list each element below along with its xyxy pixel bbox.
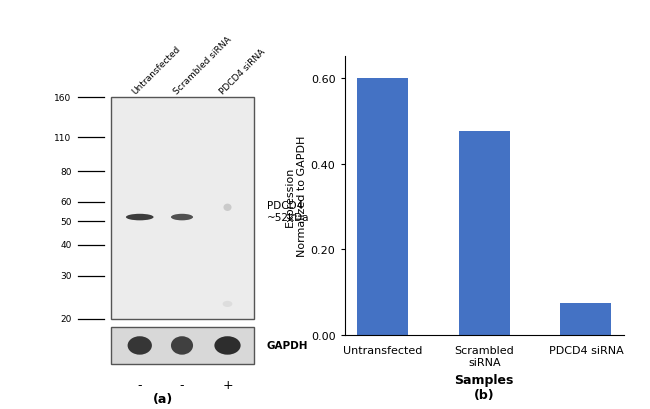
Bar <box>358 79 408 335</box>
Ellipse shape <box>171 336 193 355</box>
Ellipse shape <box>224 204 231 211</box>
Text: 50: 50 <box>60 217 72 226</box>
Text: 160: 160 <box>54 94 72 103</box>
Text: Scrambled siRNA: Scrambled siRNA <box>172 35 234 96</box>
Text: 110: 110 <box>54 133 72 142</box>
Text: 80: 80 <box>60 167 72 176</box>
Text: +: + <box>222 378 233 391</box>
Ellipse shape <box>214 336 240 355</box>
Text: 40: 40 <box>60 241 72 250</box>
Text: (a): (a) <box>152 392 173 405</box>
Ellipse shape <box>171 214 193 221</box>
Text: GAPDH: GAPDH <box>266 341 308 351</box>
Text: -: - <box>180 378 184 391</box>
Text: 60: 60 <box>60 198 72 207</box>
Text: PDCD4
~52kDa: PDCD4 ~52kDa <box>266 201 309 222</box>
Text: Untransfected: Untransfected <box>130 44 182 96</box>
Bar <box>459 132 510 335</box>
Y-axis label: Expression
Normalized to GAPDH: Expression Normalized to GAPDH <box>285 136 307 257</box>
Ellipse shape <box>127 336 152 355</box>
FancyBboxPatch shape <box>111 98 254 319</box>
Text: -: - <box>138 378 142 391</box>
Ellipse shape <box>126 214 153 221</box>
Text: PDCD4 siRNA: PDCD4 siRNA <box>218 47 267 96</box>
Bar <box>560 303 611 335</box>
Ellipse shape <box>222 301 232 307</box>
FancyBboxPatch shape <box>111 327 254 364</box>
Text: (b): (b) <box>474 388 495 401</box>
Text: 30: 30 <box>60 272 72 281</box>
Text: 20: 20 <box>60 315 72 324</box>
X-axis label: Samples: Samples <box>454 373 514 387</box>
